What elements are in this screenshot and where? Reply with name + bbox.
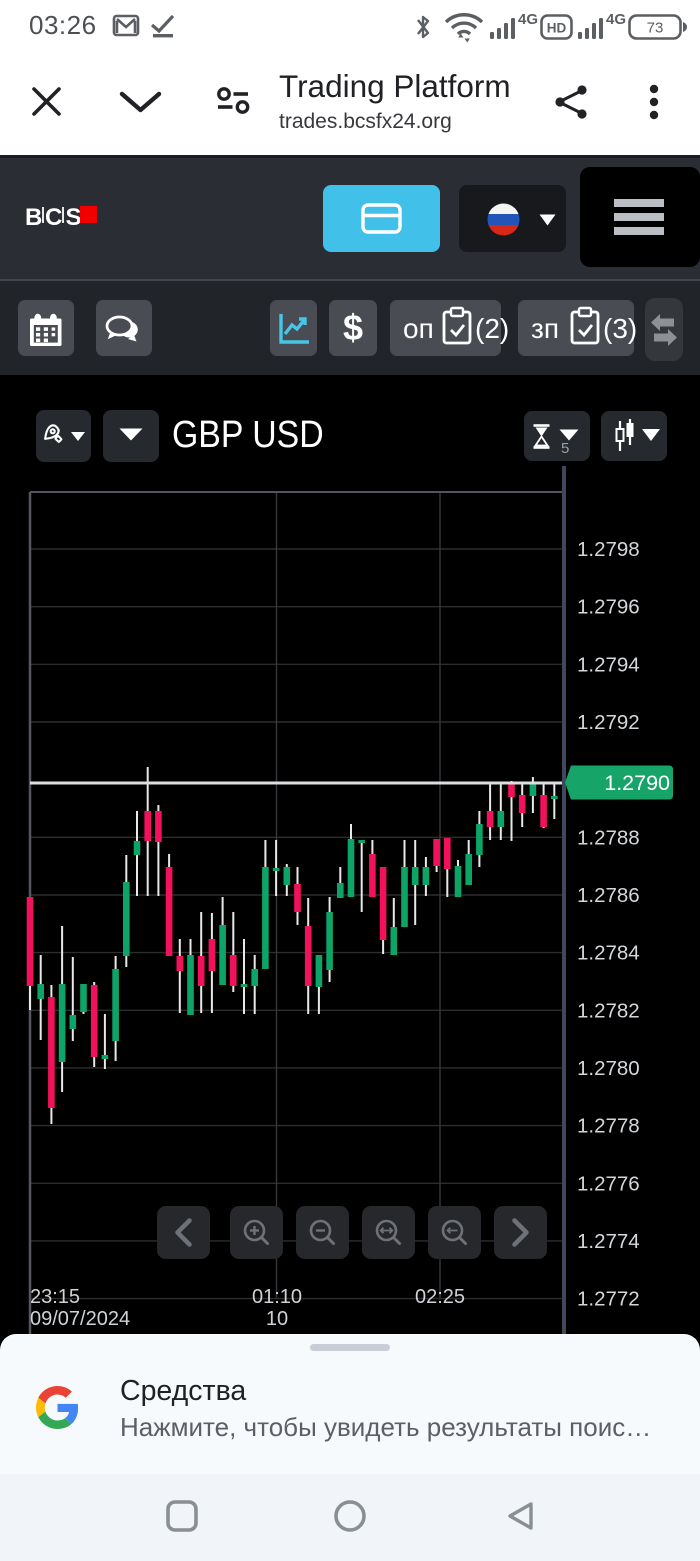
svg-text:09/07/2024: 09/07/2024	[30, 1308, 130, 1330]
svg-text:23:15: 23:15	[30, 1286, 80, 1308]
svg-text:1.2784: 1.2784	[577, 942, 640, 965]
svg-text:1.2778: 1.2778	[577, 1115, 640, 1138]
svg-text:1.2788: 1.2788	[577, 826, 640, 849]
svg-text:HD: HD	[547, 21, 567, 36]
svg-text:1.2780: 1.2780	[577, 1057, 640, 1080]
svg-text:10: 10	[266, 1308, 288, 1330]
svg-text:1.2796: 1.2796	[577, 596, 640, 619]
svg-text:1.2774: 1.2774	[577, 1230, 640, 1253]
svg-text:1.2794: 1.2794	[577, 653, 640, 676]
svg-text:1.2790: 1.2790	[604, 771, 670, 795]
svg-text:1.2792: 1.2792	[577, 711, 640, 734]
svg-text:73: 73	[647, 20, 664, 37]
svg-text:1.2772: 1.2772	[577, 1288, 640, 1311]
svg-text:1.2786: 1.2786	[577, 884, 640, 907]
svg-text:1.2798: 1.2798	[577, 538, 640, 561]
svg-text:01:10: 01:10	[252, 1286, 302, 1308]
svg-text:02:25: 02:25	[415, 1286, 465, 1308]
svg-text:1.2782: 1.2782	[577, 999, 640, 1022]
svg-text:1.2776: 1.2776	[577, 1172, 640, 1195]
